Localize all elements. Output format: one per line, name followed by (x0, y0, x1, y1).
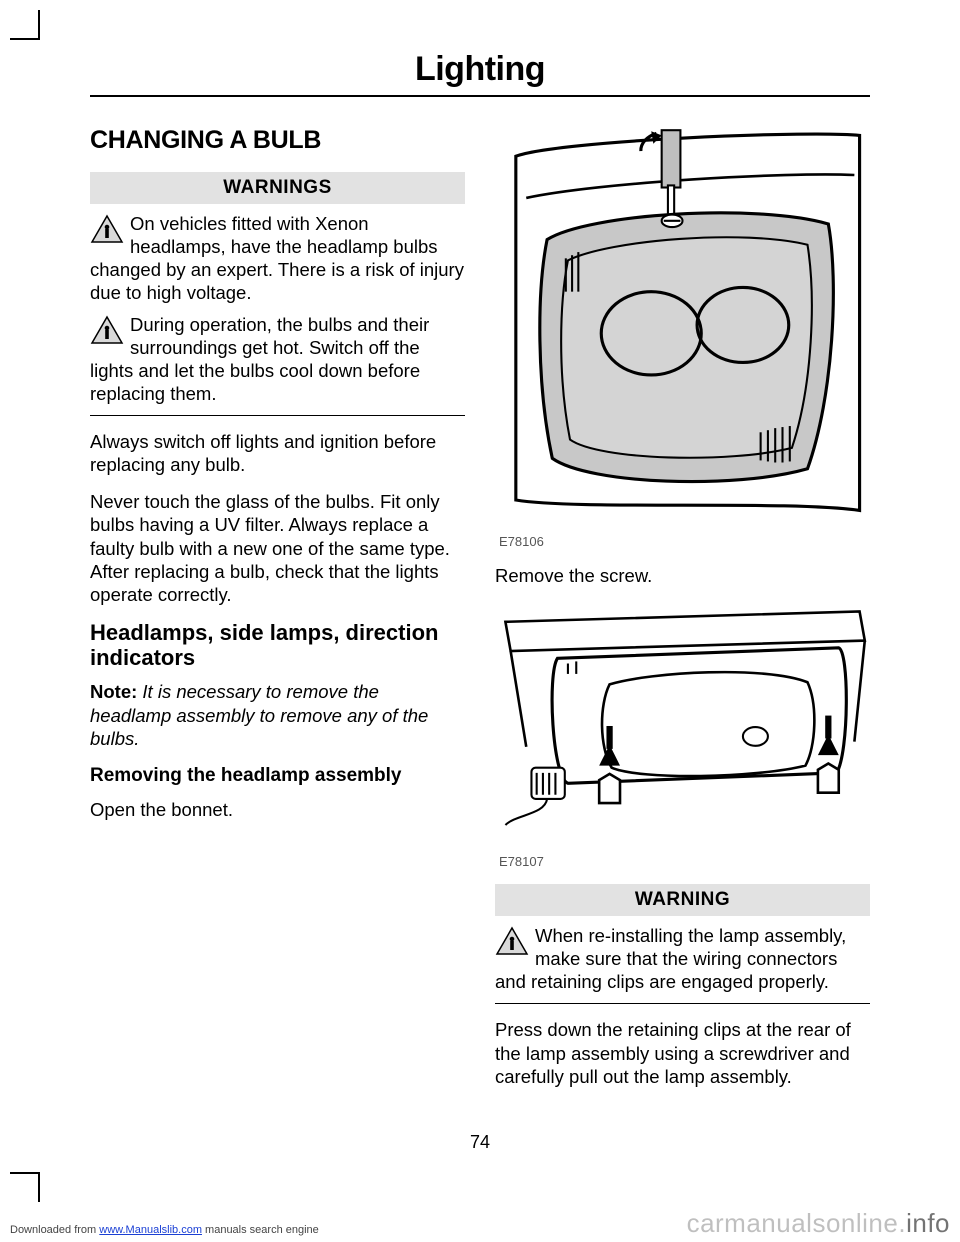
body-paragraph: Never touch the glass of the bulbs. Fit … (90, 490, 465, 606)
note-paragraph: Note: It is necessary to remove the head… (90, 680, 465, 749)
note-label: Note: (90, 681, 137, 702)
warning-icon (90, 214, 124, 244)
note-text: It is necessary to remove the headlamp a… (90, 681, 428, 748)
warning-text: On vehicles fitted with Xenon headlamps,… (90, 213, 464, 303)
warning-header: WARNING (495, 884, 870, 916)
footer-attribution: Downloaded from www.Manualslib.com manua… (10, 1224, 319, 1236)
headlamp-front-figure (495, 125, 870, 521)
crop-mark-bottom-left (10, 1172, 40, 1202)
section-heading: CHANGING A BULB (90, 125, 465, 156)
body-paragraph: Open the bonnet. (90, 798, 465, 821)
right-column: E78106 Remove the screw. (495, 125, 870, 1102)
watermark-text-dark: info (906, 1208, 950, 1238)
warning-separator (495, 1003, 870, 1004)
title-rule (90, 95, 870, 97)
warning-separator (90, 415, 465, 416)
watermark-text: carmanualsonline. (687, 1208, 907, 1238)
subsection-heading: Headlamps, side lamps, direction indicat… (90, 620, 465, 671)
crop-mark-top-left (10, 10, 40, 40)
chapter-title: Lighting (90, 50, 870, 95)
figure-label: E78107 (499, 854, 870, 870)
footer-link[interactable]: www.Manualslib.com (99, 1224, 202, 1236)
two-column-layout: CHANGING A BULB WARNINGS On vehicles fit… (90, 125, 870, 1102)
footer-suffix: manuals search engine (202, 1224, 319, 1236)
body-paragraph: Remove the screw. (495, 564, 870, 587)
body-paragraph: Always switch off lights and ignition be… (90, 430, 465, 476)
warning-text: When re-installing the lamp assembly, ma… (495, 925, 846, 992)
figure-label: E78106 (499, 534, 870, 550)
warning-icon (495, 926, 529, 956)
page-content: Lighting CHANGING A BULB WARNINGS On veh… (0, 0, 960, 1173)
warnings-header: WARNINGS (90, 172, 465, 204)
warning-block-2: During operation, the bulbs and their su… (90, 313, 465, 406)
warning-block: When re-installing the lamp assembly, ma… (495, 924, 870, 993)
page-number: 74 (90, 1132, 870, 1153)
left-column: CHANGING A BULB WARNINGS On vehicles fit… (90, 125, 465, 1102)
warning-text: During operation, the bulbs and their su… (90, 314, 429, 404)
warning-icon (90, 315, 124, 345)
footer-prefix: Downloaded from (10, 1224, 99, 1236)
sub-subsection-heading: Removing the headlamp assembly (90, 764, 465, 788)
watermark: carmanualsonline.info (687, 1208, 950, 1239)
warning-block-1: On vehicles fitted with Xenon headlamps,… (90, 212, 465, 305)
headlamp-rear-figure (495, 601, 870, 841)
body-paragraph: Press down the retaining clips at the re… (495, 1018, 870, 1087)
